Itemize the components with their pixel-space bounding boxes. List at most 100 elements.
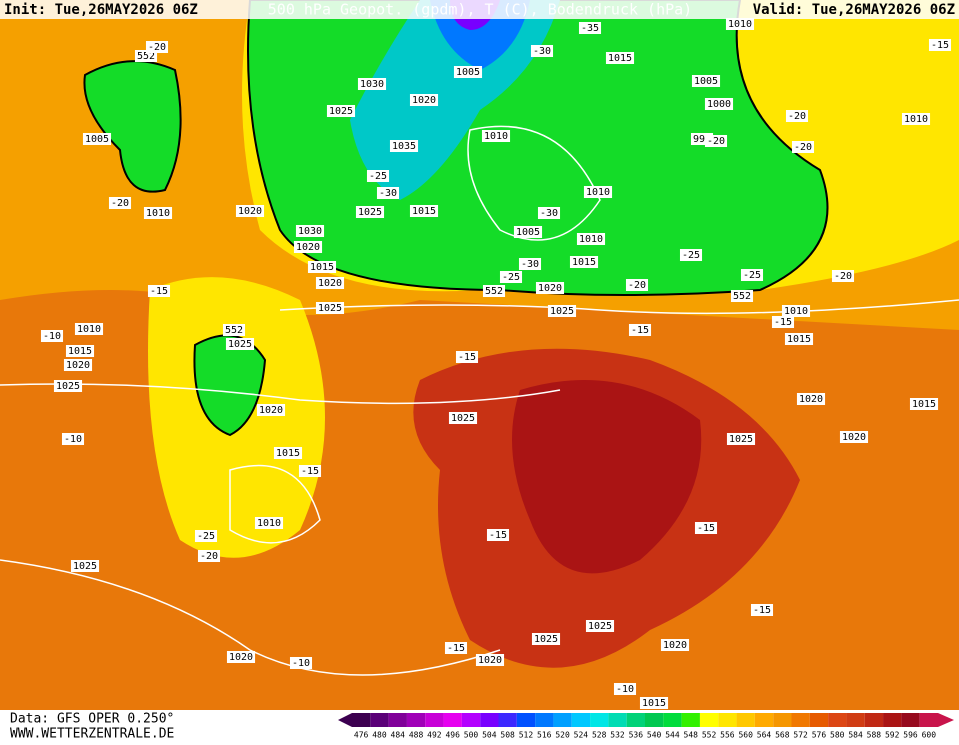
contour-label: -25 bbox=[682, 250, 700, 261]
contour-label-box bbox=[791, 141, 815, 153]
scale-label: 584 bbox=[848, 731, 863, 740]
contour-label: -20 bbox=[707, 136, 725, 147]
contour-label-box bbox=[53, 380, 83, 392]
contour-label: -20 bbox=[200, 551, 218, 562]
contour-label: 995 bbox=[693, 134, 711, 145]
contour-label-box bbox=[326, 105, 356, 117]
contour-label: 552 bbox=[137, 51, 155, 62]
scale-label: 540 bbox=[647, 731, 662, 740]
contour-label-box bbox=[61, 433, 85, 445]
scale-swatch bbox=[645, 713, 664, 727]
contour-label-box bbox=[197, 550, 221, 562]
scale-swatch bbox=[388, 713, 407, 727]
contour-label-box bbox=[63, 359, 93, 371]
contour-label: 1015 bbox=[572, 257, 596, 268]
scale-swatch bbox=[425, 713, 444, 727]
contour-label: 1005 bbox=[516, 227, 540, 238]
scale-swatch bbox=[901, 713, 920, 727]
contour-label-box bbox=[547, 305, 577, 317]
scale-swatch bbox=[626, 713, 645, 727]
contour-label: 1025 bbox=[534, 634, 558, 645]
contour-label-box bbox=[535, 282, 565, 294]
green-cutoff-2 bbox=[193, 334, 267, 437]
contour-label-box bbox=[74, 323, 104, 335]
contour-label: 552 bbox=[225, 325, 243, 336]
contour-label: 1025 bbox=[358, 207, 382, 218]
contour-label: -15 bbox=[931, 40, 949, 51]
contour-label: 1020 bbox=[478, 655, 502, 666]
contour-label: 1020 bbox=[663, 640, 687, 651]
contour-label-box bbox=[679, 249, 703, 261]
color-scale: 476 480 484 488 492 496 500 504 508 512 516 520 524 5… bbox=[338, 713, 954, 740]
contour-label: -15 bbox=[447, 643, 465, 654]
scale-label: 580 bbox=[830, 731, 845, 740]
scale-swatch bbox=[736, 713, 755, 727]
contour-label-box bbox=[256, 404, 286, 416]
scale-swatch bbox=[370, 713, 389, 727]
contour-label-box bbox=[453, 66, 483, 78]
contour-label: -20 bbox=[834, 271, 852, 282]
contour-label-box bbox=[576, 233, 606, 245]
scale-label: 536 bbox=[629, 731, 644, 740]
contour-label: -15 bbox=[301, 466, 319, 477]
map-labels: 1010 1015 1005 1005 1000 995 1030 1020 1025 1035 1… bbox=[40, 18, 952, 709]
contour-label-box bbox=[583, 186, 613, 198]
scale-label: 524 bbox=[574, 731, 589, 740]
scale-swatch bbox=[535, 713, 554, 727]
scale-label: 564 bbox=[757, 731, 772, 740]
contour-label: 1020 bbox=[229, 652, 253, 663]
scale-arrow-left bbox=[338, 713, 352, 727]
contour-label: -20 bbox=[148, 42, 166, 53]
scale-label: 568 bbox=[775, 731, 790, 740]
contour-label: 1010 bbox=[257, 518, 281, 529]
ridge-core bbox=[512, 380, 702, 574]
contour-label: -25 bbox=[197, 531, 215, 542]
contour-label: 1030 bbox=[298, 226, 322, 237]
isobars bbox=[0, 125, 959, 676]
contour-label: 1015 bbox=[276, 448, 300, 459]
scale-swatch bbox=[571, 713, 591, 727]
contour-label-box bbox=[639, 697, 669, 709]
contour-label-box bbox=[613, 683, 637, 695]
scale-swatch bbox=[718, 713, 737, 727]
contour-label-box bbox=[740, 269, 764, 281]
contour-label: 1010 bbox=[484, 131, 508, 142]
scale-label: 528 bbox=[592, 731, 607, 740]
scale-label: 588 bbox=[867, 731, 882, 740]
contour-label-box bbox=[704, 98, 734, 110]
contour-label: -25 bbox=[369, 171, 387, 182]
contour-label: -10 bbox=[616, 684, 634, 695]
scale-swatch bbox=[828, 713, 847, 727]
contour-label: 1015 bbox=[608, 53, 632, 64]
contour-label: 1020 bbox=[842, 432, 866, 443]
contour-label-box bbox=[315, 277, 345, 289]
scale-label: 488 bbox=[409, 731, 424, 740]
scale-label: 596 bbox=[903, 731, 918, 740]
contour-label: 552 bbox=[485, 286, 503, 297]
contour-label-box bbox=[909, 398, 939, 410]
contour-label-box bbox=[704, 135, 728, 147]
contour-label-box bbox=[725, 18, 755, 30]
contour-label: 1015 bbox=[310, 262, 334, 273]
scale-label: 508 bbox=[500, 731, 515, 740]
contour-label: 1010 bbox=[904, 114, 928, 125]
contour-label: 552 bbox=[733, 291, 751, 302]
contour-label-box bbox=[409, 205, 439, 217]
contour-label: 1015 bbox=[787, 334, 811, 345]
scale-swatch bbox=[352, 713, 371, 727]
contour-label-box bbox=[194, 530, 218, 542]
contour-label: -20 bbox=[111, 198, 129, 209]
contour-label-box bbox=[513, 226, 543, 238]
scale-swatch bbox=[864, 713, 884, 727]
contour-label-box bbox=[531, 633, 561, 645]
contour-label: 1025 bbox=[56, 381, 80, 392]
contour-label: -15 bbox=[631, 325, 649, 336]
scale-swatch bbox=[846, 713, 865, 727]
contour-label: 1020 bbox=[538, 283, 562, 294]
contour-label-box bbox=[273, 447, 303, 459]
contour-label-box bbox=[585, 620, 615, 632]
scale-swatch bbox=[608, 713, 627, 727]
contour-label: -15 bbox=[774, 317, 792, 328]
contour-label-box bbox=[315, 302, 345, 314]
contour-label-box bbox=[569, 256, 599, 268]
